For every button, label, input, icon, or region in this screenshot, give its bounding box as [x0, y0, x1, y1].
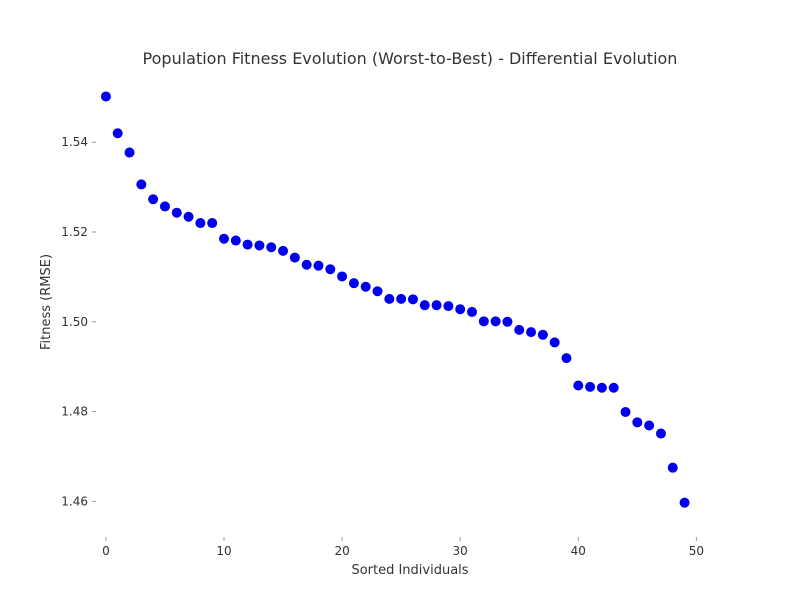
data-point [348, 278, 359, 289]
data-point [100, 91, 111, 102]
data-point [183, 211, 194, 222]
x-tick-label: 40 [571, 544, 586, 558]
data-point [632, 417, 643, 428]
data-point [526, 327, 537, 338]
y-axis-label: Fitness (RMSE) [39, 254, 54, 350]
data-point [230, 235, 241, 246]
data-point [313, 260, 324, 271]
data-point [478, 316, 489, 327]
data-point [502, 316, 513, 327]
data-point [372, 286, 383, 297]
data-point [124, 147, 135, 158]
data-point [337, 271, 348, 282]
data-point [431, 300, 442, 311]
y-tick-label: 1.54 [61, 135, 88, 149]
data-point [148, 194, 159, 205]
data-point [289, 252, 300, 263]
data-point [325, 264, 336, 275]
data-point [667, 462, 678, 473]
y-tick-label: 1.52 [61, 225, 88, 239]
y-tick-label: 1.46 [61, 494, 88, 508]
data-point [278, 245, 289, 256]
data-point [596, 382, 607, 393]
data-point [443, 301, 454, 312]
x-axis: 0 10 20 30 40 50 [102, 537, 704, 558]
x-tick-label: 50 [689, 544, 704, 558]
data-point [573, 380, 584, 391]
data-point [644, 420, 655, 431]
data-point [136, 179, 147, 190]
x-tick-label: 10 [216, 544, 231, 558]
x-tick-label: 0 [102, 544, 110, 558]
data-point [537, 329, 548, 340]
chart-title: Population Fitness Evolution (Worst-to-B… [143, 49, 678, 68]
data-point [419, 300, 430, 311]
data-point [112, 128, 123, 139]
data-point [561, 353, 572, 364]
data-point [467, 306, 477, 317]
x-tick-label: 20 [334, 544, 349, 558]
data-point [585, 381, 596, 392]
y-tick-label: 1.48 [61, 405, 88, 419]
data-point [195, 218, 206, 229]
y-axis: 1.46 1.48 1.50 1.52 1.54 [61, 135, 96, 508]
data-point [620, 407, 631, 418]
y-tick-label: 1.50 [61, 315, 88, 329]
data-point [455, 304, 466, 315]
data-point [514, 324, 525, 335]
data-point [679, 497, 690, 508]
x-tick-label: 30 [453, 544, 468, 558]
data-point [407, 294, 418, 305]
data-point [549, 337, 560, 348]
data-point [655, 428, 666, 439]
data-point [266, 242, 277, 253]
data-point [171, 207, 182, 218]
data-point [219, 233, 229, 244]
data-point [384, 293, 395, 304]
data-point [608, 382, 619, 393]
data-point [396, 293, 407, 304]
data-point [254, 240, 265, 251]
data-point [207, 218, 218, 229]
data-point [159, 201, 170, 212]
data-point [360, 281, 371, 292]
data-point [301, 259, 312, 270]
data-point [242, 239, 253, 250]
data-point [490, 316, 501, 327]
data-points [100, 91, 690, 508]
x-axis-label: Sorted Individuals [351, 563, 468, 578]
